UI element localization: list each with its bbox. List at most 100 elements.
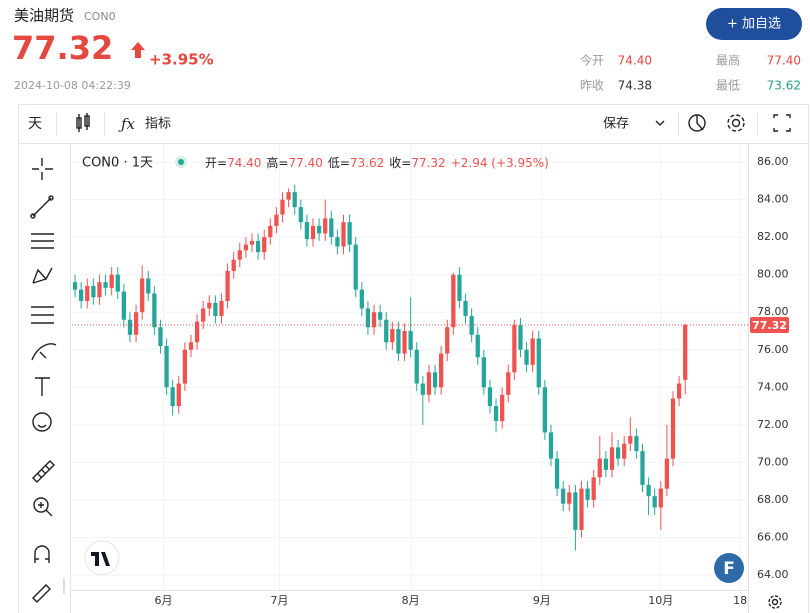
timestamp: 2024-10-08 04:22:39 bbox=[14, 79, 131, 92]
interval-button[interactable]: 天 bbox=[28, 116, 42, 132]
legend-change: +2.94 (+3.95%) bbox=[451, 156, 549, 170]
x-tick-label: 6月 bbox=[155, 594, 173, 607]
legend-value: 74.40 bbox=[227, 156, 261, 170]
candle-body bbox=[377, 312, 383, 320]
chart-type-button[interactable] bbox=[76, 113, 90, 132]
candle-body bbox=[475, 334, 480, 358]
candle-body bbox=[451, 274, 456, 328]
legend-value: 77.40 bbox=[288, 156, 322, 170]
candle-body bbox=[542, 387, 548, 433]
candle-body bbox=[414, 349, 419, 384]
stat-value: 74.40 bbox=[618, 54, 652, 68]
candle-body bbox=[103, 282, 108, 288]
candle-body bbox=[561, 488, 566, 504]
watch-button[interactable] bbox=[706, 8, 802, 40]
candle-body bbox=[170, 387, 175, 407]
candle-body bbox=[408, 330, 413, 350]
x-tick-label: 9月 bbox=[533, 594, 551, 607]
save-dropdown[interactable] bbox=[655, 120, 665, 126]
candle-body bbox=[115, 274, 120, 292]
fullscreen-button[interactable] bbox=[773, 114, 791, 132]
candle-body bbox=[237, 250, 242, 260]
legend-label: 低= bbox=[328, 156, 350, 170]
watch-button-label[interactable]: + 加自选 bbox=[727, 17, 781, 32]
candle-body bbox=[182, 349, 188, 384]
status-dot bbox=[178, 159, 184, 165]
candle-body bbox=[274, 214, 279, 226]
stat-label: 最高 bbox=[716, 53, 740, 68]
candle-body bbox=[548, 432, 554, 459]
candle-body bbox=[500, 394, 505, 422]
candle-body bbox=[384, 319, 389, 343]
candle-body bbox=[554, 458, 560, 489]
y-tick-label: 70.00 bbox=[757, 455, 789, 468]
candle-body bbox=[286, 192, 291, 200]
settings-button[interactable] bbox=[727, 114, 745, 132]
candle-body bbox=[341, 222, 346, 247]
candle-body bbox=[72, 282, 78, 290]
candle-body bbox=[262, 237, 267, 253]
indicators-button[interactable]: 指标 bbox=[145, 117, 171, 132]
candle-body bbox=[487, 387, 493, 407]
price-tag bbox=[750, 316, 789, 333]
stat-value: 73.62 bbox=[767, 79, 801, 93]
candle-body bbox=[255, 240, 261, 253]
candle-body bbox=[359, 289, 364, 309]
candle-body bbox=[493, 406, 499, 422]
candle-body bbox=[249, 240, 255, 245]
candle-body bbox=[634, 436, 639, 452]
candle-body bbox=[426, 372, 432, 395]
y-tick-label: 84.00 bbox=[757, 193, 789, 206]
candle-body bbox=[646, 484, 651, 497]
candle-body bbox=[85, 285, 90, 301]
up-arrow bbox=[131, 42, 145, 58]
legend-value: 73.62 bbox=[350, 156, 384, 170]
candle-body bbox=[146, 278, 151, 294]
candle-body bbox=[463, 300, 468, 316]
x-tick-label: 8月 bbox=[402, 594, 420, 607]
candle-body bbox=[615, 447, 621, 459]
candle-body bbox=[603, 458, 609, 470]
candle-body bbox=[176, 383, 181, 407]
candle-body bbox=[127, 319, 133, 335]
save-button[interactable]: 保存 bbox=[603, 117, 629, 132]
candle-body bbox=[109, 274, 114, 288]
candle-body bbox=[524, 349, 529, 365]
candle-body bbox=[133, 312, 139, 335]
drawing-tools[interactable] bbox=[30, 158, 57, 603]
candle-body bbox=[536, 338, 541, 388]
candle-body bbox=[445, 327, 450, 354]
candle-body bbox=[97, 282, 102, 298]
candle-body bbox=[219, 300, 224, 316]
legend-values: 开=74.40 高=77.40 低=73.62 收=77.32 +2.94 (+3.95… bbox=[205, 155, 549, 170]
candle-body bbox=[585, 488, 590, 500]
replay-button[interactable] bbox=[688, 114, 706, 132]
stat-label: 最低 bbox=[716, 79, 740, 93]
y-tick-label: 68.00 bbox=[757, 493, 789, 506]
candle-body bbox=[323, 218, 328, 234]
candle-body bbox=[567, 492, 572, 504]
candle-body bbox=[201, 308, 206, 322]
candle-body bbox=[188, 342, 194, 350]
candle-body bbox=[371, 312, 377, 328]
logo-badge-text: F bbox=[723, 559, 735, 579]
axis-settings[interactable] bbox=[768, 595, 782, 609]
candle-body bbox=[79, 289, 84, 301]
candle-body bbox=[420, 383, 425, 395]
candle-body bbox=[121, 291, 126, 320]
stat-value: 74.38 bbox=[618, 79, 652, 93]
x-tick-label: 10月 bbox=[648, 594, 673, 607]
tradingview-logo bbox=[84, 540, 120, 576]
candle-body bbox=[280, 199, 285, 215]
candle-body bbox=[652, 496, 657, 508]
candle-body bbox=[573, 492, 578, 530]
candle-body bbox=[676, 383, 682, 399]
candle-body bbox=[298, 207, 303, 223]
candle-body bbox=[432, 372, 438, 388]
candle-body bbox=[481, 357, 486, 388]
instrument-code: CON0 bbox=[84, 10, 116, 23]
legend-label: 收= bbox=[389, 156, 411, 170]
legend-label: 开= bbox=[205, 156, 227, 170]
candle-body bbox=[628, 436, 633, 444]
